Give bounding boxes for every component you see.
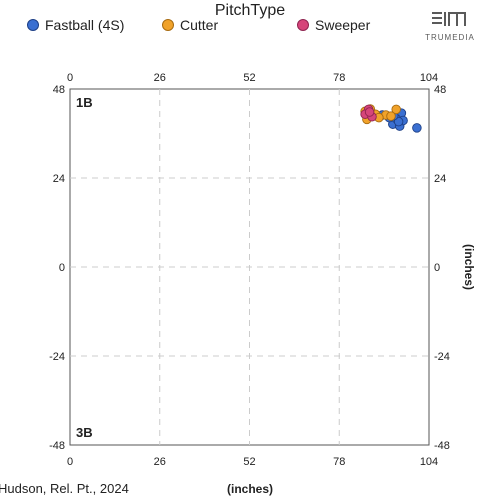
- y-tick-label-left: 0: [59, 262, 65, 274]
- y-tick-label-left: 48: [53, 84, 65, 96]
- y-tick-label-right: 0: [434, 262, 440, 274]
- y-tick-label-left: -24: [49, 351, 65, 363]
- chart-caption: Hudson, Rel. Pt., 2024: [0, 481, 129, 496]
- legend-label-cutter: Cutter: [180, 17, 218, 33]
- point-cutter[interactable]: [386, 111, 396, 121]
- x-tick-label-top: 78: [333, 72, 345, 84]
- y-tick-label-right: -48: [434, 440, 450, 452]
- trumedia-logo: TRUMEDIA: [425, 12, 475, 42]
- legend-label-fastball: Fastball (4S): [45, 17, 124, 33]
- legend-item-fastball[interactable]: Fastball (4S): [27, 17, 125, 33]
- data-points: [360, 104, 422, 133]
- x-tick-label-bottom: 0: [67, 456, 73, 468]
- legend-title: PitchType: [215, 2, 285, 19]
- y-tick-label-right: 48: [434, 84, 446, 96]
- trumedia-logo-mark-icon: [432, 12, 466, 26]
- logo-text: TRUMEDIA: [425, 33, 475, 42]
- x-tick-label-bottom: 52: [243, 456, 255, 468]
- legend: PitchType Fastball (4S) Cutter Sweeper: [27, 2, 371, 33]
- legend-label-sweeper: Sweeper: [315, 17, 371, 33]
- x-tick-label-top: 104: [420, 72, 438, 84]
- point-sweeper[interactable]: [364, 107, 375, 117]
- x-tick-label-top: 26: [154, 72, 166, 84]
- y-tick-label-left: -48: [49, 440, 65, 452]
- point-cutter[interactable]: [391, 104, 401, 115]
- legend-swatch-sweeper: [297, 19, 309, 31]
- x-axis-label: (inches): [227, 482, 273, 496]
- x-tick-label-bottom: 26: [154, 456, 166, 468]
- y-tick-label-right: -24: [434, 351, 450, 363]
- x-tick-label-bottom: 78: [333, 456, 345, 468]
- point-fastball-4s[interactable]: [412, 123, 422, 133]
- x-tick-label-top: 52: [243, 72, 255, 84]
- corner-label-1b: 1B: [76, 95, 93, 110]
- legend-swatch-fastball: [27, 19, 39, 31]
- corner-label-3b: 3B: [76, 425, 93, 440]
- x-tick-label-top: 0: [67, 72, 73, 84]
- legend-item-sweeper[interactable]: Sweeper: [297, 17, 371, 33]
- legend-item-cutter[interactable]: Cutter: [162, 17, 219, 33]
- y-tick-label-left: 24: [53, 173, 65, 185]
- x-tick-label-bottom: 104: [420, 456, 438, 468]
- legend-swatch-cutter: [162, 19, 174, 31]
- y-tick-label-right: 24: [434, 173, 446, 185]
- grid: [70, 89, 429, 445]
- y-axis-label: (inches): [462, 244, 476, 290]
